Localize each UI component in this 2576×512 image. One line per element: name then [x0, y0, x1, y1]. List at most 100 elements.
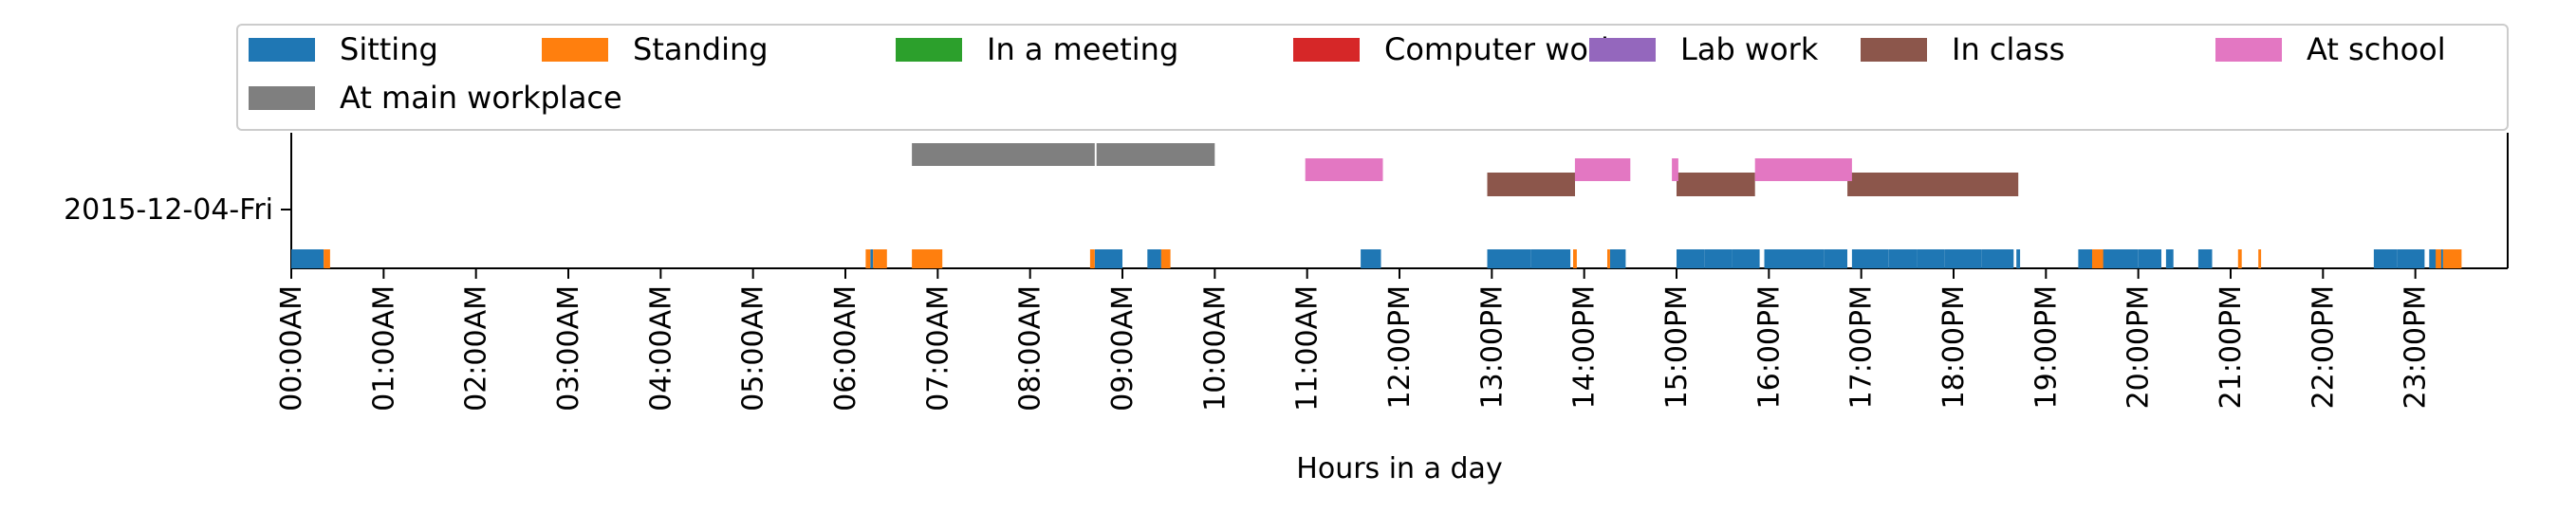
- bar-sitting: [2197, 249, 2213, 268]
- x-tick-label: 06:00AM: [829, 285, 862, 411]
- legend-label: In class: [1952, 31, 2065, 67]
- x-tick-label: 20:00PM: [2122, 285, 2156, 409]
- bar-standing: [1573, 249, 1577, 268]
- bar-sitting: [2165, 249, 2174, 268]
- bar-sitting: [1888, 249, 1918, 268]
- legend-swatch: [1589, 38, 1656, 62]
- bar-sitting: [1147, 249, 1161, 268]
- bar-sitting: [2101, 249, 2139, 268]
- y-tick-label: 2015-12-04-Fri: [64, 193, 273, 227]
- bar-sitting: [1487, 249, 1531, 268]
- x-tick-label: 12:00PM: [1383, 285, 1417, 409]
- legend-item-sitting: Sitting: [249, 31, 438, 67]
- x-tick-label: 01:00AM: [367, 285, 400, 411]
- bar-in-class: [1487, 173, 1575, 196]
- legend-label: In a meeting: [987, 31, 1178, 67]
- plot-area: 2015-12-04-Fri: [64, 133, 2509, 269]
- bar-in-class: [1847, 173, 2019, 196]
- bar-at-school: [1305, 158, 1383, 181]
- bar-standing: [1160, 249, 1171, 268]
- x-tick-label: 16:00PM: [1752, 285, 1786, 409]
- x-tick-label: 21:00PM: [2215, 285, 2248, 409]
- x-tick-label: 09:00AM: [1106, 285, 1140, 411]
- bar-sitting: [1530, 249, 1571, 268]
- bar-sitting: [1094, 249, 1122, 268]
- bar-at-school: [1574, 158, 1631, 181]
- bar-sitting: [2016, 249, 2021, 268]
- x-tick-label: 03:00AM: [552, 285, 585, 411]
- x-tick-label: 00:00AM: [275, 285, 308, 411]
- legend-swatch: [249, 86, 315, 110]
- bar-sitting: [1732, 249, 1760, 268]
- bar-sitting: [2397, 249, 2425, 268]
- legend-item-standing: Standing: [542, 31, 769, 67]
- bar-sitting: [1981, 249, 2014, 268]
- bar-at-school: [1672, 158, 1678, 181]
- x-tick-label: 17:00PM: [1845, 285, 1879, 409]
- x-axis-label: Hours in a day: [1296, 452, 1502, 485]
- bar-standing: [873, 249, 887, 268]
- x-tick-label: 13:00PM: [1475, 285, 1509, 409]
- x-tick-label: 05:00AM: [737, 285, 770, 411]
- legend-swatch: [249, 38, 315, 62]
- x-tick-label: 14:00PM: [1568, 285, 1602, 409]
- legend-label: At main workplace: [340, 80, 622, 116]
- x-axis-ticks: 00:00AM 01:00AM 02:00AM 03:00AM 04:00AM 05:00…: [275, 268, 2433, 411]
- legend: Sitting Standing In a meeting Computer work…: [236, 24, 2509, 131]
- bar-sitting: [1764, 249, 1797, 268]
- x-tick-label: 07:00AM: [921, 285, 954, 411]
- legend-swatch: [896, 38, 962, 62]
- bar-sitting: [1851, 249, 1889, 268]
- bar-standing: [2436, 249, 2441, 268]
- x-tick-label: 23:00PM: [2400, 285, 2433, 409]
- bar-sitting: [1704, 249, 1733, 268]
- x-tick-label: 04:00AM: [644, 285, 677, 411]
- x-tick-label: 08:00AM: [1014, 285, 1047, 411]
- x-tick-label: 22:00PM: [2307, 285, 2340, 409]
- legend-label: Standing: [633, 31, 769, 67]
- legend-item-in-class: In class: [1861, 31, 2065, 67]
- legend-item-at-school: At school: [2215, 31, 2446, 67]
- bar-standing: [2092, 249, 2103, 268]
- x-tick-label: 02:00AM: [460, 285, 493, 411]
- x-tick-label: 10:00AM: [1198, 285, 1232, 411]
- bar-sitting: [1796, 249, 1825, 268]
- x-tick-label: 11:00AM: [1291, 285, 1325, 411]
- bar-at-school: [1754, 158, 1852, 181]
- legend-label: Computer work: [1384, 31, 1619, 67]
- legend-swatch: [1861, 38, 1927, 62]
- legend-label: Sitting: [340, 31, 438, 67]
- bar-sitting: [1824, 249, 1847, 268]
- x-tick-label: 19:00PM: [2029, 285, 2063, 409]
- legend-swatch: [2215, 38, 2282, 62]
- legend-swatch: [542, 38, 608, 62]
- bar-sitting: [2138, 249, 2161, 268]
- bar-standing: [1607, 249, 1610, 268]
- bar-standing: [1089, 249, 1095, 268]
- bar-in-class: [1677, 173, 1755, 196]
- bar-sitting: [291, 249, 324, 268]
- bar-sitting: [1944, 249, 1982, 268]
- legend-item-computer-work: Computer work: [1293, 31, 1619, 67]
- legend-frame: [236, 24, 2509, 131]
- legend-label: Lab work: [1680, 31, 1819, 67]
- bar-at-main-workplace: [1096, 143, 1215, 166]
- bar-standing: [912, 249, 943, 268]
- bar-sitting: [2373, 249, 2398, 268]
- bar-standing: [2258, 249, 2262, 268]
- bar-sitting: [1677, 249, 1705, 268]
- legend-swatch: [1293, 38, 1360, 62]
- legend-label: At school: [2307, 31, 2446, 67]
- bar-standing: [2237, 249, 2242, 268]
- bar-sitting: [2078, 249, 2092, 268]
- legend-item-lab-work: Lab work: [1589, 31, 1819, 67]
- bar-sitting: [1361, 249, 1381, 268]
- legend-item-in-a-meeting: In a meeting: [896, 31, 1178, 67]
- bar-standing: [865, 249, 871, 268]
- legend-item-at-main-workplace: At main workplace: [249, 80, 622, 116]
- bar-sitting: [870, 249, 874, 268]
- interval-bars: [291, 143, 2462, 268]
- bar-sitting: [1609, 249, 1626, 268]
- bar-standing: [2442, 249, 2462, 268]
